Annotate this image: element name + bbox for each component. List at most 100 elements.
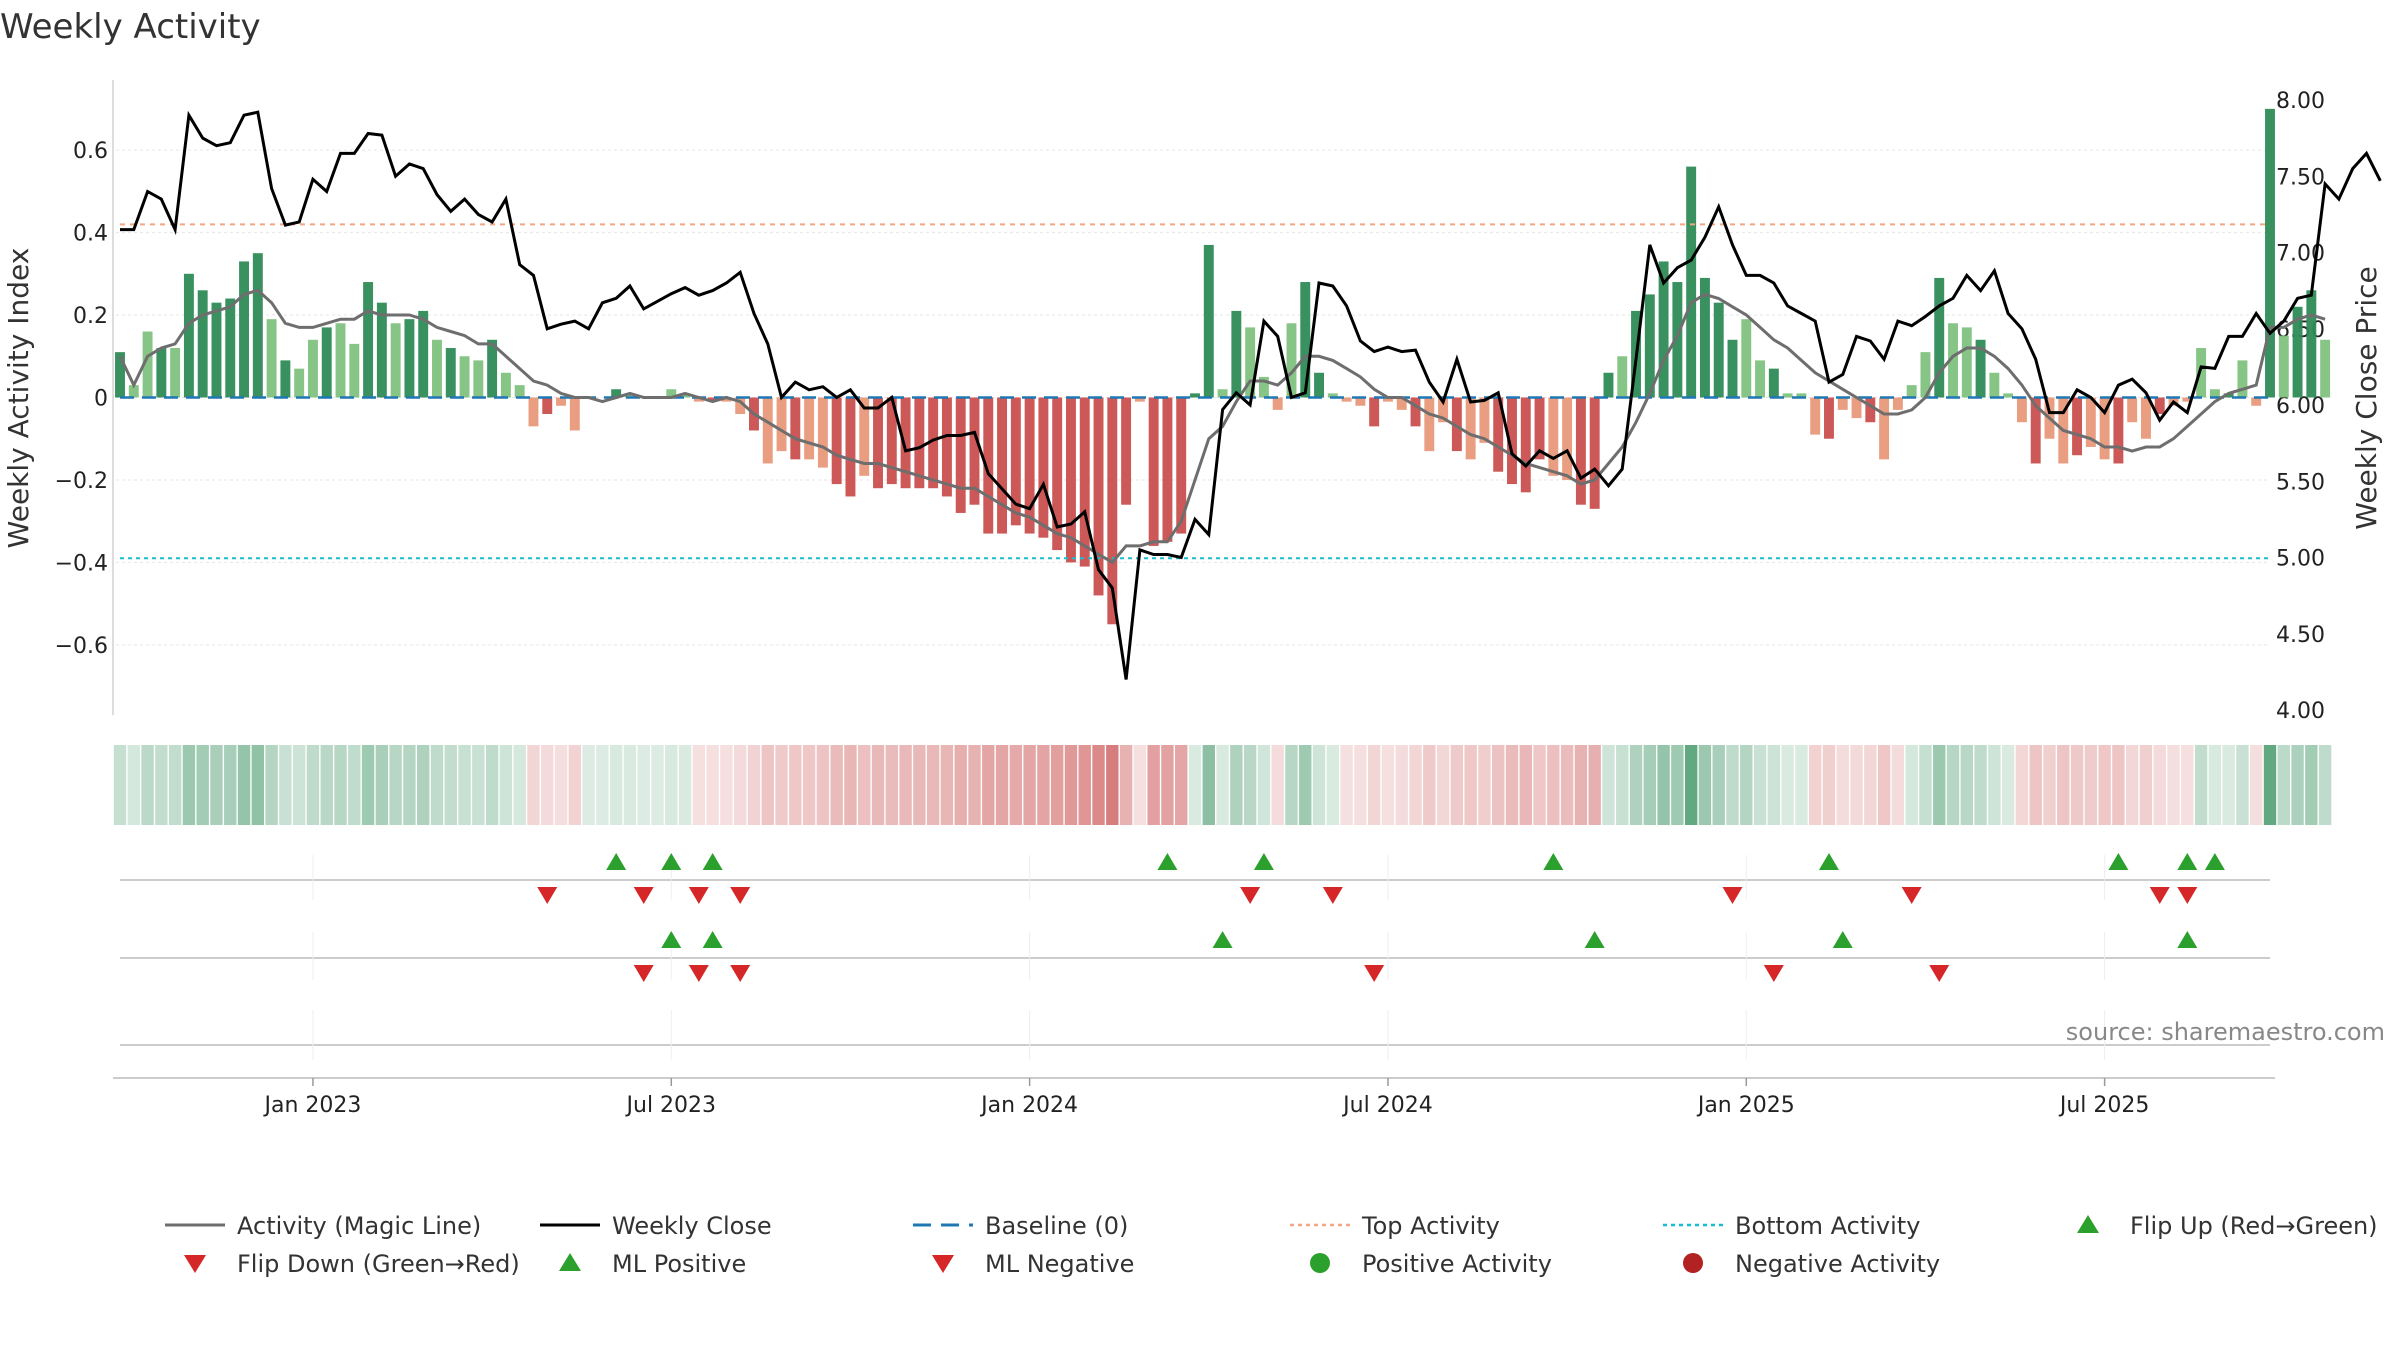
activity-bar xyxy=(1038,397,1049,538)
flip-down-marker xyxy=(688,887,709,904)
left-tick-label: 0 xyxy=(94,387,108,412)
activity-bar xyxy=(859,397,870,476)
activity-bar xyxy=(280,360,291,398)
left-tick-label: 0.6 xyxy=(73,139,108,164)
activity-bar xyxy=(2072,397,2083,456)
heat-cell xyxy=(1933,745,1946,825)
right-axis-ticks: 8.007.507.006.506.005.505.004.504.00 xyxy=(2276,89,2325,724)
heat-cell xyxy=(1643,745,1657,825)
activity-bar xyxy=(1686,166,1697,398)
activity-bar xyxy=(707,397,718,402)
heat-cell xyxy=(348,745,361,825)
left-tick-label: −0.4 xyxy=(55,551,108,576)
heat-cell xyxy=(1602,745,1615,825)
activity-bar xyxy=(1369,397,1380,427)
activity-bar xyxy=(1479,397,1490,443)
heat-cell xyxy=(389,745,402,825)
legend-label: Baseline (0) xyxy=(985,1212,1128,1240)
heat-cell xyxy=(472,745,485,825)
activity-bar xyxy=(2320,339,2331,398)
heat-cell xyxy=(968,745,981,825)
activity-bar xyxy=(2127,397,2138,423)
ml-negative-marker xyxy=(1364,965,1385,982)
activity-bar xyxy=(514,385,525,398)
ml-negative-marker xyxy=(688,965,709,982)
activity-bar xyxy=(1562,397,1573,480)
right-tick-label: 5.00 xyxy=(2276,547,2325,572)
heat-cell xyxy=(2139,745,2153,825)
heat-cell xyxy=(1547,745,1560,825)
heat-cell xyxy=(692,745,706,825)
legend-label: Negative Activity xyxy=(1735,1250,1940,1278)
right-tick-label: 4.00 xyxy=(2276,699,2325,724)
heat-cell xyxy=(2070,745,2084,825)
activity-bar xyxy=(2251,397,2262,406)
activity-bar xyxy=(776,397,787,452)
activity-bar xyxy=(1162,397,1173,542)
heat-cell xyxy=(2318,745,2332,825)
flip-up-marker xyxy=(1157,853,1178,870)
heat-cell xyxy=(458,745,471,825)
heat-cell xyxy=(2015,745,2029,825)
activity-bar xyxy=(1948,323,1958,398)
activity-bar xyxy=(225,298,236,398)
heat-cell xyxy=(1106,745,1119,825)
left-tick-label: 0.4 xyxy=(73,222,108,247)
activity-bar xyxy=(128,385,139,398)
flip-up-marker xyxy=(2108,853,2129,870)
heat-cell xyxy=(2277,745,2290,825)
heat-cell xyxy=(1822,745,1836,825)
heat-cell xyxy=(2194,745,2208,825)
activity-bar xyxy=(1975,339,1986,398)
heat-cell xyxy=(2181,745,2194,825)
heat-cell xyxy=(637,745,650,825)
heat-cell xyxy=(1974,745,1987,825)
legend-swatch xyxy=(932,1255,954,1273)
activity-bar xyxy=(1507,397,1517,485)
heat-cell xyxy=(554,745,568,825)
heat-cell xyxy=(871,745,885,825)
heat-cell xyxy=(982,745,995,825)
heat-cell xyxy=(2250,745,2263,825)
activity-bar xyxy=(1355,397,1366,406)
activity-bar xyxy=(1961,327,1972,398)
activity-bar xyxy=(211,302,222,398)
activity-bar xyxy=(1727,339,1738,398)
right-tick-label: 4.50 xyxy=(2276,623,2325,648)
activity-bar xyxy=(1024,397,1035,534)
heat-cell xyxy=(485,745,499,825)
activity-bar xyxy=(363,282,374,398)
activity-bar xyxy=(1341,397,1352,402)
magic-line-series xyxy=(118,288,2326,565)
activity-bar xyxy=(624,393,635,398)
activity-bar xyxy=(1010,397,1021,526)
heat-cell xyxy=(720,745,733,825)
heat-cell xyxy=(1326,745,1340,825)
heat-cell xyxy=(1671,745,1684,825)
right-tick-label: 8.00 xyxy=(2276,89,2325,114)
right-tick-label: 5.50 xyxy=(2276,470,2325,495)
heat-cell xyxy=(816,745,830,825)
activity-bar xyxy=(2292,306,2303,398)
heat-cell xyxy=(251,745,265,825)
heat-cell xyxy=(127,745,140,825)
activity-bar xyxy=(2099,397,2110,460)
ml-negative-marker xyxy=(1763,965,1784,982)
heat-cell xyxy=(1037,745,1050,825)
heat-cell xyxy=(1795,745,1808,825)
heat-cell xyxy=(1712,745,1725,825)
heat-cell xyxy=(995,745,1009,825)
heat-cell xyxy=(1340,745,1353,825)
heat-cell xyxy=(1478,745,1491,825)
activity-bar xyxy=(1934,277,1945,398)
activity-bar xyxy=(1589,397,1600,509)
right-axis-label: Weekly Close Price xyxy=(2350,266,2383,529)
activity-bar xyxy=(2085,397,2096,447)
heat-cell xyxy=(2208,745,2222,825)
source-credit: source: sharemaestro.com xyxy=(2066,1018,2385,1046)
activity-bar xyxy=(252,253,263,398)
activity-bar xyxy=(432,339,442,398)
legend-item-magic: Activity (Magic Line) xyxy=(165,1212,481,1240)
heat-cell xyxy=(706,745,719,825)
activity-bar xyxy=(1286,323,1297,398)
